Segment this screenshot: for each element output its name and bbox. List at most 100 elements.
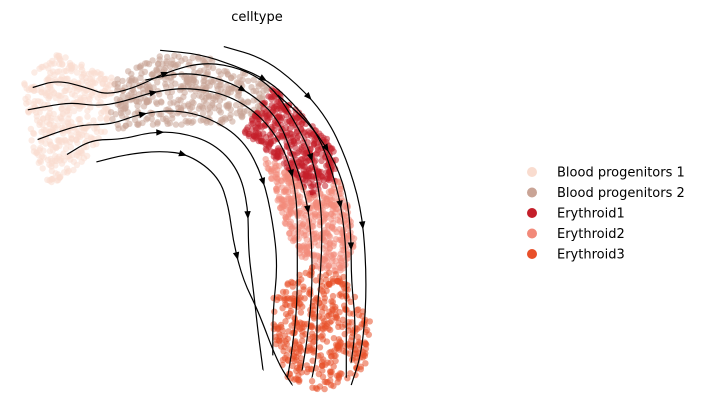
streamline-arrow — [304, 205, 311, 214]
scatter-point — [355, 338, 362, 345]
scatter-series-1 — [21, 52, 118, 186]
scatter-point — [260, 100, 268, 107]
scatter-point — [356, 324, 364, 331]
scatter-point — [314, 324, 321, 331]
scatter-point — [143, 99, 150, 106]
scatter-point — [288, 209, 295, 216]
scatter-point — [201, 77, 208, 85]
scatter-point — [164, 120, 171, 128]
scatter-point — [137, 74, 144, 82]
legend-marker-4 — [527, 228, 537, 239]
streamline-arrow — [244, 210, 251, 220]
scatter-point — [48, 178, 55, 186]
legend-label-1: Blood progenitors 1 — [557, 166, 685, 181]
scatter-point — [117, 109, 125, 117]
scatter-point — [205, 94, 213, 101]
scatter-point — [30, 148, 38, 155]
scatter-point — [59, 111, 67, 118]
scatter-point — [298, 355, 305, 362]
scatter-point — [39, 121, 46, 128]
scatter-point — [344, 286, 351, 293]
scatter-point — [333, 345, 341, 352]
scatter-point — [61, 68, 68, 75]
scatter-point — [333, 313, 340, 320]
scatter-point — [154, 79, 161, 86]
streamline-6 — [160, 49, 347, 378]
scatter-point — [214, 85, 221, 93]
scatter-point — [94, 94, 101, 101]
scatter-point — [257, 134, 264, 142]
scatter-point — [63, 75, 70, 83]
scatter-point — [200, 87, 207, 95]
scatter-point — [178, 121, 185, 128]
scatter-point — [362, 340, 369, 347]
streamline-8 — [277, 94, 356, 364]
scatter-point — [119, 93, 126, 100]
scatter-point — [318, 157, 325, 165]
scatter-point — [332, 357, 339, 365]
scatter-point — [91, 125, 98, 132]
scatter-point — [301, 295, 308, 302]
streamline-9 — [145, 73, 313, 371]
scatter-point — [216, 97, 224, 104]
streamline-5 — [96, 151, 294, 386]
scatter-point — [294, 213, 301, 220]
scatter-point — [329, 275, 336, 283]
scatter-point — [155, 65, 163, 72]
scatter-point — [321, 385, 328, 393]
scatter-point — [190, 93, 197, 100]
scatter-point — [320, 194, 328, 202]
scatter-point — [62, 54, 69, 61]
scatter-point — [250, 97, 257, 104]
scatter-point — [245, 77, 252, 85]
scatter-point — [164, 89, 171, 96]
scatter-point — [217, 109, 224, 116]
scatter-point — [262, 156, 269, 163]
scatter-point — [156, 111, 163, 118]
scatter-point — [328, 368, 335, 375]
scatter-point — [293, 129, 300, 136]
scatter-point — [283, 118, 290, 126]
scatter-point — [303, 236, 310, 243]
scatter-point — [295, 372, 302, 379]
scatter-point — [321, 324, 329, 331]
scatter-point — [272, 340, 280, 348]
scatter-point — [116, 102, 124, 110]
scatter-point — [311, 239, 319, 246]
scatter-point — [323, 169, 330, 176]
scatter-point — [250, 87, 257, 95]
scatter-point — [238, 113, 246, 121]
scatter-point — [300, 283, 307, 290]
scatter-point — [306, 344, 313, 352]
scatter-point — [46, 121, 53, 128]
streamline-2 — [27, 88, 298, 379]
scatter-point — [325, 262, 332, 269]
scatter-point — [53, 115, 61, 123]
legend-marker-2 — [527, 187, 537, 198]
scatter-point — [281, 343, 288, 350]
scatter-point — [326, 174, 334, 181]
scatter-point — [135, 98, 143, 105]
scatter-point — [282, 214, 289, 221]
scatter-point — [104, 85, 112, 92]
legend-label-2: Blood progenitors 2 — [557, 186, 685, 201]
scatter-point — [86, 93, 93, 101]
scatter-point — [80, 71, 87, 79]
scatter-point — [122, 103, 130, 110]
scatter-point — [33, 117, 41, 124]
scatter-point — [76, 115, 84, 123]
streamline-arrow — [258, 74, 268, 82]
scatter-point — [296, 198, 303, 206]
scatter-point — [310, 315, 318, 322]
scatter-point — [137, 64, 144, 71]
scatter-point — [180, 84, 187, 91]
scatter-point — [185, 102, 192, 110]
scatter-point — [301, 163, 308, 170]
scatter-point — [287, 218, 294, 225]
scatter-point — [335, 372, 342, 379]
scatter-point — [60, 150, 67, 157]
scatter-point — [265, 142, 273, 149]
scatter-point — [172, 121, 180, 128]
scatter-point — [65, 167, 72, 175]
